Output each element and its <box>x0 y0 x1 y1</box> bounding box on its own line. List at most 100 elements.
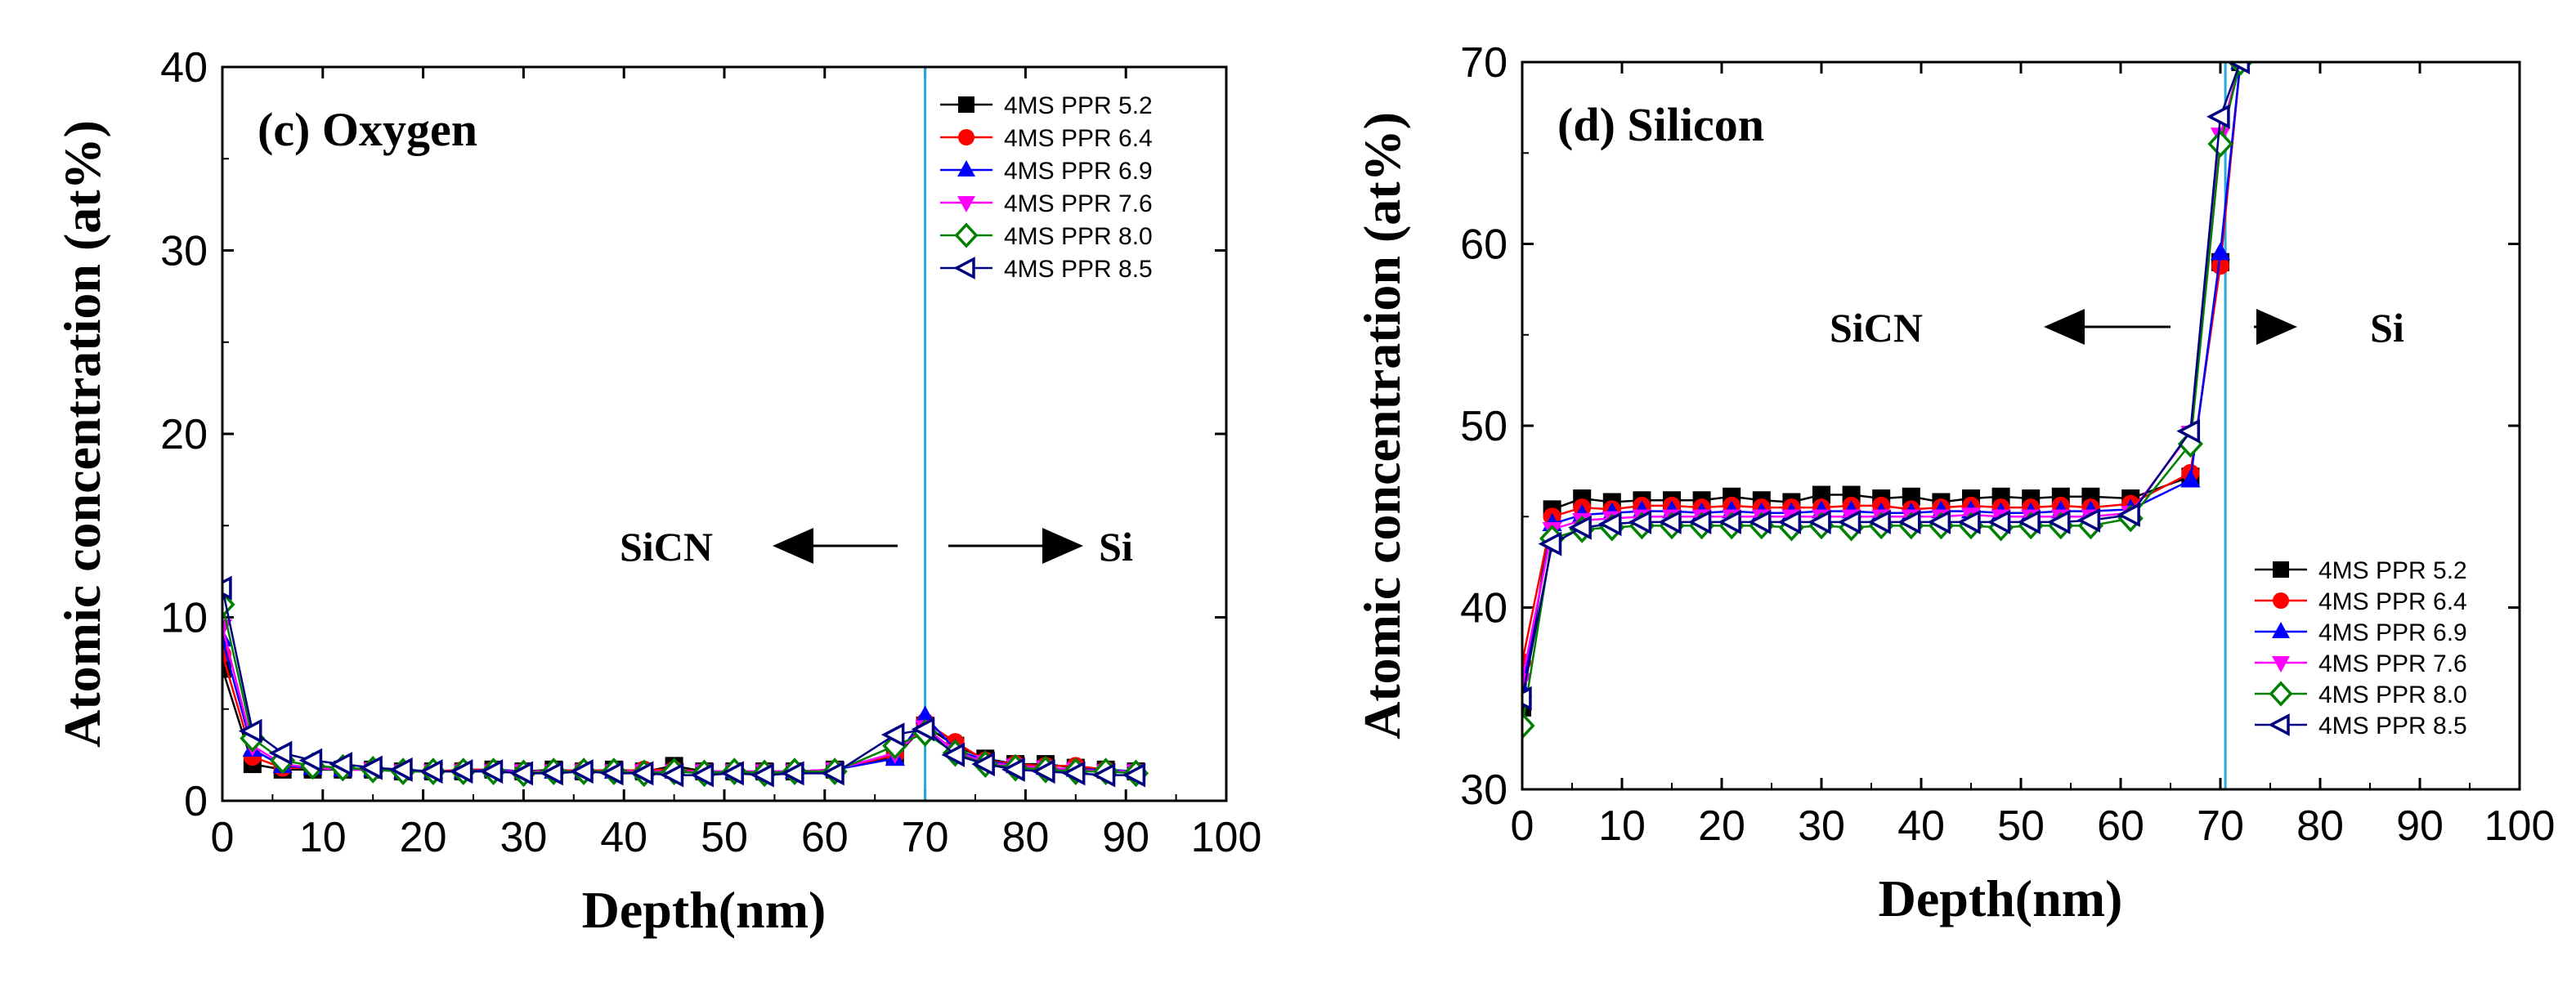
x-tick-label: 0 <box>1511 802 1534 850</box>
data-point-marker <box>780 761 804 786</box>
x-tick-label: 50 <box>701 814 748 861</box>
panel-title: (d) Silicon <box>1557 98 1764 151</box>
arrow-left-head <box>773 528 813 564</box>
data-point-marker <box>953 257 975 279</box>
data-point-marker <box>2210 242 2231 261</box>
legend: 4MS PPR 5.2 4MS PPR 6.4 4MS PPR 6.9 4MS PPR… <box>940 92 1153 283</box>
legend-label: 4MS PPR 7.6 <box>2318 650 2467 677</box>
legend-item: 4MS PPR 7.6 <box>940 190 1153 217</box>
legend-label: 4MS PPR 8.5 <box>1004 256 1153 283</box>
data-point-marker <box>359 755 383 780</box>
y-axis-title: Atomic concentration (at%) <box>53 120 111 748</box>
arrow-right-head <box>2256 309 2297 345</box>
x-tick-label: 0 <box>211 814 235 861</box>
data-point-marker <box>1897 509 1921 534</box>
series-line <box>1522 62 2242 681</box>
data-point-marker <box>1777 509 1802 534</box>
data-point-marker <box>298 748 323 773</box>
x-tick-label: 90 <box>2396 802 2444 850</box>
y-tick-label: 10 <box>160 595 208 642</box>
data-point-marker <box>329 752 353 777</box>
region-label-sicn: SiCN <box>620 524 713 570</box>
series-line <box>222 668 1136 773</box>
data-point-marker <box>1597 512 1622 537</box>
data-point-marker <box>2272 622 2290 638</box>
legend-label: 4MS PPR 6.4 <box>1004 125 1153 152</box>
x-tick-label: 100 <box>2484 802 2556 850</box>
left-chart-panel: 0 10 20 30 40 50 60 70 80 90 100 0 10 20 30 40 Depth(nm)… <box>53 44 1261 939</box>
series-line <box>1522 62 2242 708</box>
data-point-marker <box>971 752 995 777</box>
legend-label: 4MS PPR 5.2 <box>2318 557 2467 584</box>
data-point-marker <box>1522 686 1532 711</box>
x-tick-label: 10 <box>1598 802 1646 850</box>
x-tick-label: 30 <box>1798 802 1845 850</box>
plot-frame <box>221 65 1228 802</box>
data-point-marker <box>1957 509 1981 534</box>
y-tick-label: 40 <box>1460 585 1508 632</box>
y-tick-label: 0 <box>184 778 208 825</box>
data-point-marker <box>2272 656 2290 672</box>
series-line <box>1522 62 2242 663</box>
legend-item: 4MS PPR 7.6 <box>2255 650 2467 677</box>
panel-title: (c) Oxygen <box>258 103 477 156</box>
x-axis-title: Depth(nm) <box>1879 869 2123 927</box>
data-point-marker <box>599 761 624 786</box>
series-line <box>1522 62 2242 690</box>
data-point-marker <box>957 196 975 212</box>
data-point-marker <box>720 761 744 786</box>
data-point-marker <box>2180 469 2201 488</box>
y-tick-label: 20 <box>160 411 208 458</box>
plot-area <box>222 575 1149 788</box>
y-tick-label: 40 <box>160 44 208 92</box>
data-point-marker <box>2046 509 2071 534</box>
data-point-marker <box>268 740 293 766</box>
y-tick-label: 60 <box>1460 221 1508 269</box>
y-tick-label: 30 <box>160 228 208 275</box>
x-tick-label: 70 <box>2197 802 2244 850</box>
data-point-marker <box>1522 712 1535 740</box>
y-tick-label: 70 <box>1460 39 1508 87</box>
region-label-si: Si <box>1099 524 1133 570</box>
legend-label: 4MS PPR 8.0 <box>1004 223 1153 250</box>
x-tick-label: 90 <box>1102 814 1149 861</box>
data-point-marker <box>2206 104 2230 129</box>
data-point-marker <box>915 705 935 724</box>
series-line <box>222 639 1136 773</box>
region-label-sicn: SiCN <box>1830 305 1923 351</box>
arrow-right-head <box>1042 528 1083 564</box>
x-tick-label: 10 <box>299 814 347 861</box>
data-point-marker <box>1031 759 1055 784</box>
legend-label: 4MS PPR 7.6 <box>1004 190 1153 217</box>
data-point-marker <box>750 762 774 788</box>
data-point-marker <box>1927 509 1951 534</box>
legend-label: 4MS PPR 5.2 <box>1004 92 1153 119</box>
series-line <box>1522 62 2242 726</box>
data-point-marker <box>1747 509 1772 534</box>
plot-frame <box>1521 60 2521 791</box>
data-point-marker <box>238 718 262 744</box>
data-point-marker <box>958 129 974 145</box>
arrow-left-head <box>2044 309 2085 345</box>
y-axis-title: Atomic concentration (at%) <box>1353 112 1411 739</box>
x-tick-label: 20 <box>1698 802 1745 850</box>
data-point-marker <box>1568 515 1592 540</box>
data-point-marker <box>1812 485 1830 504</box>
data-point-marker <box>1122 762 1146 788</box>
data-point-marker <box>2273 592 2289 609</box>
data-point-marker <box>509 761 534 786</box>
legend-label: 4MS PPR 6.4 <box>2318 588 2467 615</box>
legend-label: 4MS PPR 6.9 <box>1004 158 1153 185</box>
x-tick-label: 40 <box>600 814 647 861</box>
data-point-marker <box>629 761 654 786</box>
legend-item: 4MS PPR 6.4 <box>2255 588 2467 615</box>
data-point-marker <box>222 575 232 601</box>
x-tick-label: 80 <box>1001 814 1049 861</box>
data-point-marker <box>2076 507 2101 533</box>
x-axis-title: Depth(nm) <box>582 881 827 939</box>
series-line <box>1522 62 2242 699</box>
data-point-marker <box>690 762 715 788</box>
data-point-marker <box>1538 531 1562 556</box>
data-point-marker <box>1091 762 1116 788</box>
data-point-marker <box>1718 509 1741 534</box>
